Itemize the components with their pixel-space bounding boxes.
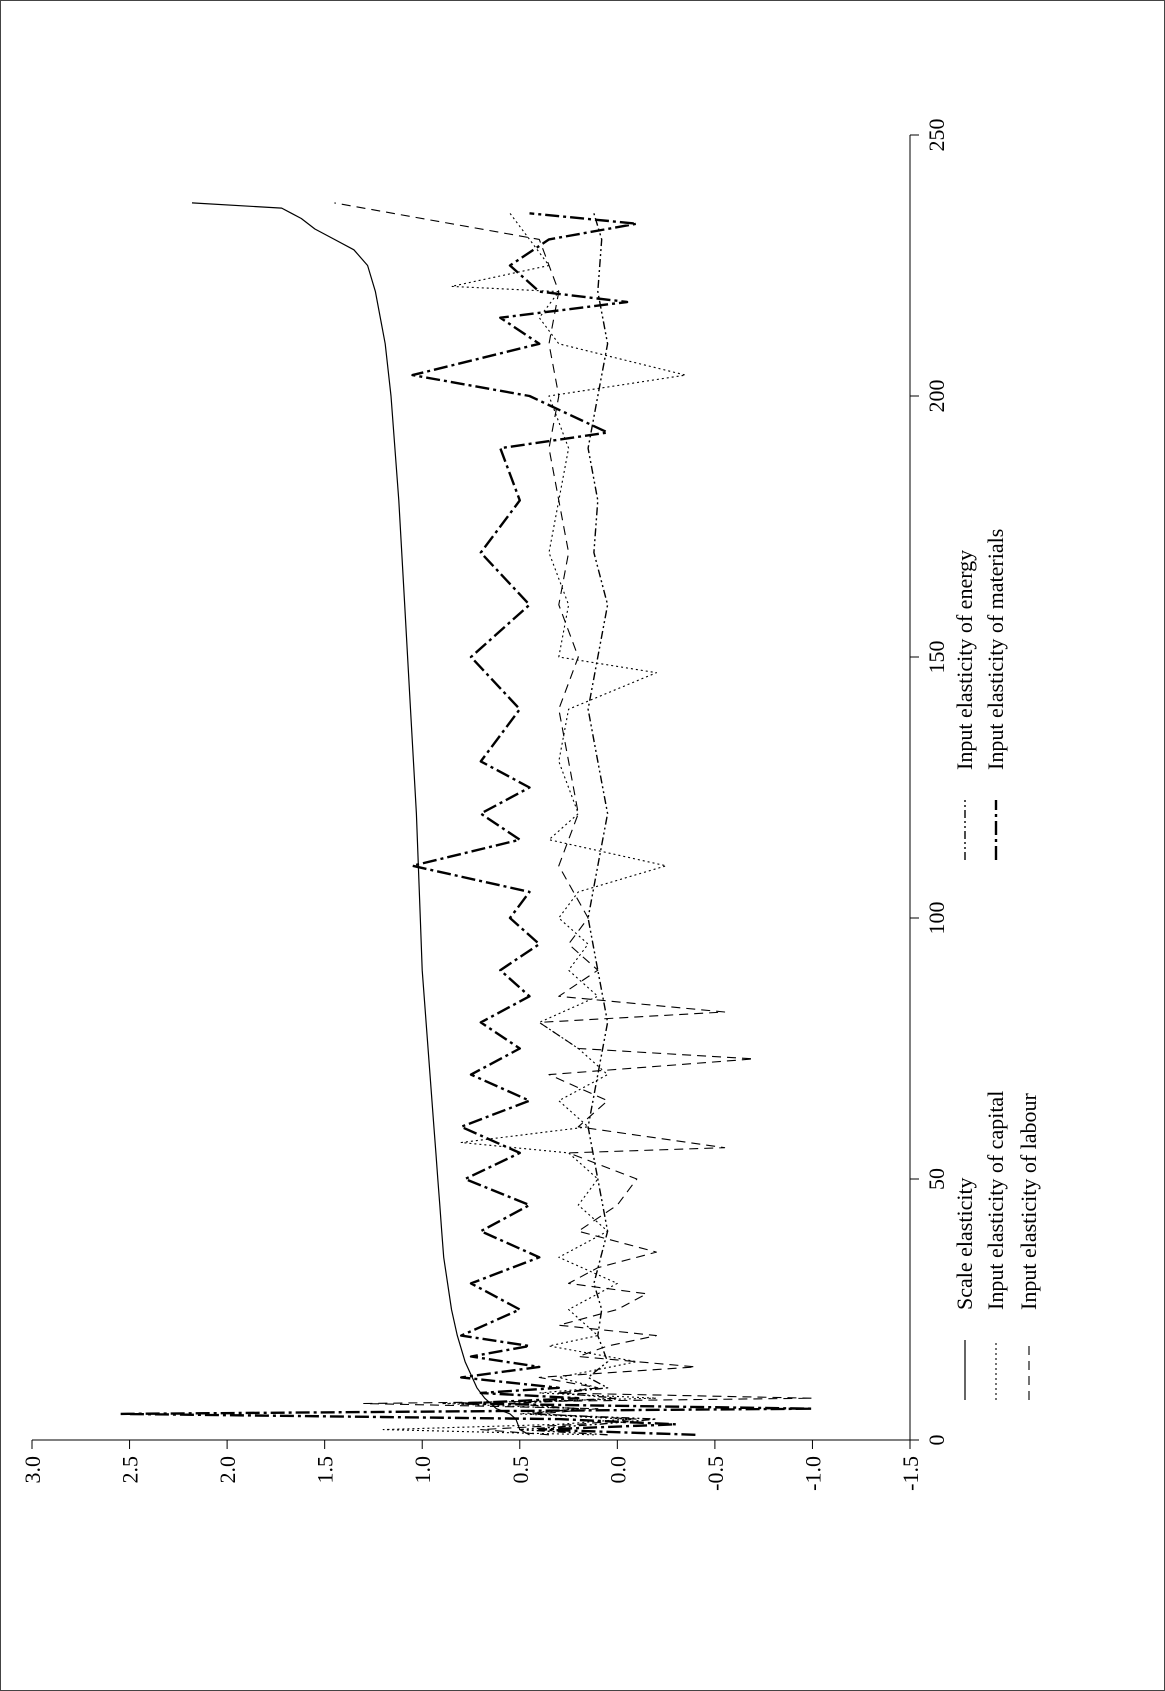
legend: Scale elasticity Input elasticity of capi…	[952, 529, 1041, 1400]
series-line-5	[118, 212, 814, 1436]
x-tick-label: 250	[924, 119, 949, 152]
y-tick-label: -1.5	[898, 1456, 923, 1491]
series-line-1	[191, 202, 530, 1436]
y-tick-label: 0.0	[605, 1456, 630, 1484]
y-tick-label: 0.5	[508, 1456, 533, 1484]
y-axis: -1.5 -1.0 -0.5 0.0 0.5 1.0 1.5 2.0 2.5 3.0	[20, 1440, 923, 1491]
legend-label: Scale elasticity	[952, 1177, 977, 1310]
y-tick-label: 1.5	[313, 1456, 338, 1484]
legend-label: Input elasticity of materials	[983, 529, 1008, 770]
series-layer	[118, 202, 814, 1436]
y-tick-label: 2.0	[215, 1456, 240, 1484]
x-axis: 0 50 100 150 200 250	[910, 119, 949, 1446]
x-tick-label: 150	[924, 641, 949, 674]
legend-label: Input elasticity of energy	[952, 550, 977, 770]
y-tick-label: 2.5	[118, 1456, 143, 1484]
y-tick-label: -1.0	[800, 1456, 825, 1491]
series-line-2	[382, 212, 687, 1436]
y-tick-label: 3.0	[20, 1456, 45, 1484]
y-tick-label: -0.5	[703, 1456, 728, 1491]
x-tick-label: 100	[924, 902, 949, 935]
x-tick-label: 200	[924, 380, 949, 413]
x-tick-label: 50	[924, 1168, 949, 1190]
y-tick-label: 1.0	[410, 1456, 435, 1484]
x-tick-label: 0	[924, 1435, 949, 1446]
series-line-3	[334, 202, 813, 1436]
legend-label: Input elasticity of capital	[983, 1091, 1008, 1310]
plot-frame	[32, 135, 911, 1441]
legend-label: Input elasticity of labour	[1016, 1092, 1041, 1310]
